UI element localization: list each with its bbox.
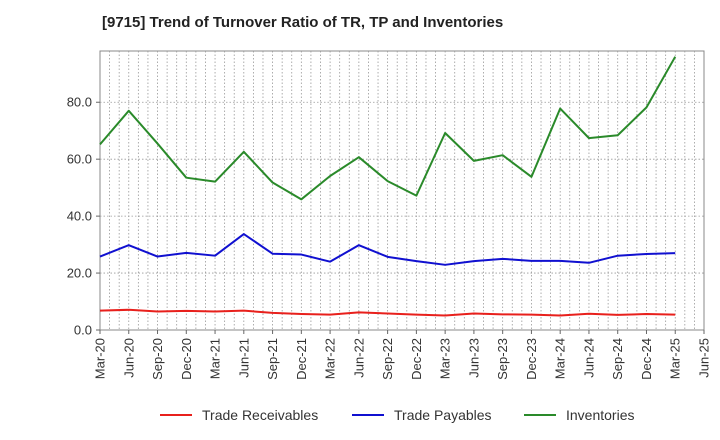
- y-tick-label: 20.0: [67, 266, 92, 281]
- legend-item-inventories: Inventories: [524, 404, 634, 426]
- x-tick-label: Mar-20: [93, 338, 108, 379]
- plot-area: [99, 50, 705, 331]
- grid-lines: [100, 51, 704, 330]
- chart-title: [9715] Trend of Turnover Ratio of TR, TP…: [102, 14, 504, 31]
- x-tick-label: Sep-22: [380, 338, 395, 380]
- x-tick-label: Jun-21: [236, 338, 251, 378]
- y-tick-label: 0.0: [74, 323, 92, 338]
- x-tick-label: Jun-25: [697, 338, 712, 378]
- x-tick-label: Jun-20: [121, 338, 136, 378]
- series-line-trade-payables: [99, 233, 676, 266]
- legend-swatch-trade-receivables: [160, 414, 192, 416]
- legend-swatch-trade-payables: [352, 414, 384, 416]
- x-tick-label: Mar-24: [553, 338, 568, 379]
- x-tick-label: Dec-20: [179, 338, 194, 380]
- x-tick-label: Dec-24: [639, 338, 654, 380]
- y-tick-label: 60.0: [67, 152, 92, 167]
- x-tick-label: Mar-25: [668, 338, 683, 379]
- x-tick-label: Jun-24: [581, 338, 596, 378]
- series-line-inventories: [99, 56, 677, 201]
- x-tick-label: Mar-21: [208, 338, 223, 379]
- x-tick-label: Dec-21: [294, 338, 309, 380]
- x-tick-label: Mar-22: [323, 338, 338, 379]
- series-lines: [99, 56, 677, 317]
- legend-item-trade-payables: Trade Payables: [352, 404, 492, 426]
- x-tick-label: Sep-20: [150, 338, 165, 380]
- x-tick-label: Sep-21: [265, 338, 280, 380]
- y-axis: 0.0 20.0 40.0 60.0 80.0: [67, 95, 100, 338]
- legend-item-trade-receivables: Trade Receivables: [160, 404, 318, 426]
- x-tick-label: Sep-23: [495, 338, 510, 380]
- y-tick-label: 40.0: [67, 209, 92, 224]
- legend-label: Inventories: [566, 407, 635, 423]
- legend-swatch-inventories: [524, 414, 556, 416]
- legend-label: Trade Payables: [394, 407, 492, 423]
- x-tick-label: Dec-22: [409, 338, 424, 380]
- x-axis: Mar-20 Jun-20 Sep-20 Dec-20 Mar-21 Jun-21 Sep-…: [93, 330, 712, 380]
- y-tick-label: 80.0: [67, 95, 92, 110]
- series-line-trade-receivables: [99, 308, 676, 317]
- x-tick-label: Dec-23: [524, 338, 539, 380]
- legend: Trade Receivables Trade Payables Invento…: [0, 404, 720, 426]
- legend-label: Trade Receivables: [202, 407, 319, 423]
- x-tick-label: Mar-23: [438, 338, 453, 379]
- x-tick-label: Jun-22: [351, 338, 366, 378]
- x-tick-label: Jun-23: [466, 338, 481, 378]
- x-tick-label: Sep-24: [610, 338, 625, 380]
